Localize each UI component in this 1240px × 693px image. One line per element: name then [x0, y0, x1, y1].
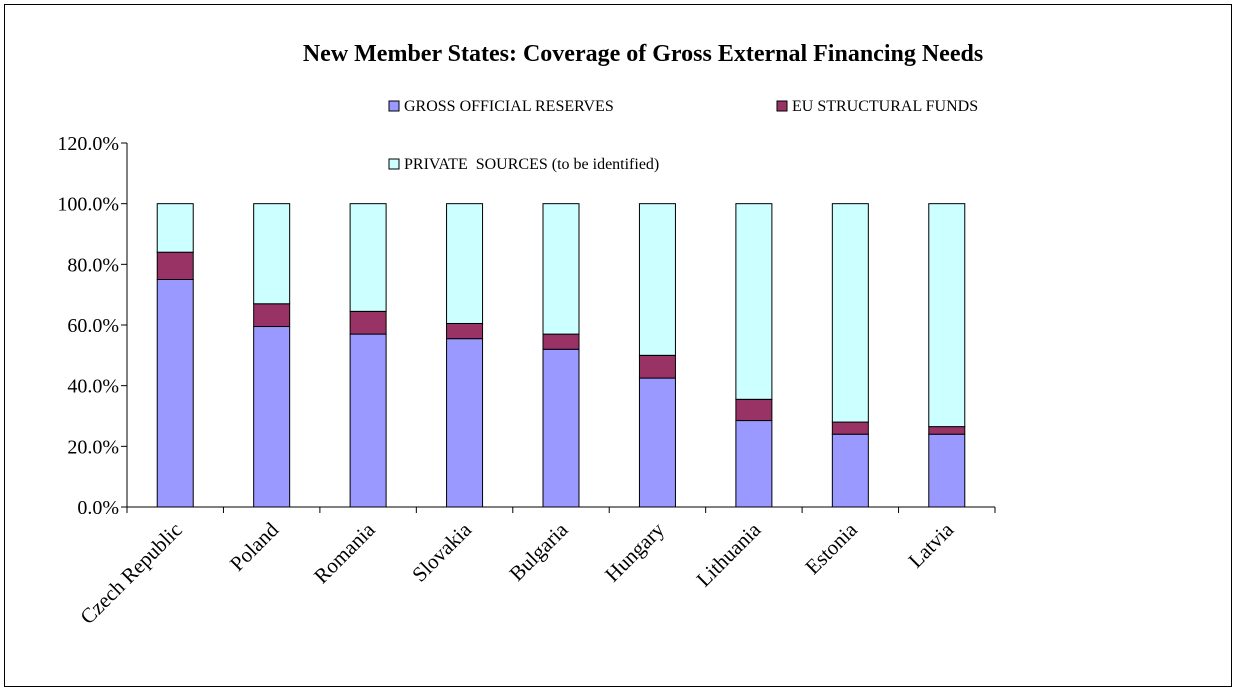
- bar-segment: [542, 203, 580, 335]
- bar-segment: [156, 251, 194, 280]
- bar-segment: [638, 203, 676, 356]
- bar-segment: [253, 203, 291, 305]
- y-tick-label: 20.0%: [67, 436, 119, 458]
- bar-segment: [928, 433, 966, 508]
- y-tick-label: 60.0%: [67, 315, 119, 337]
- y-tick-label: 100.0%: [57, 194, 119, 216]
- bar-segment: [349, 333, 387, 508]
- legend-item-private: PRIVATE SOURCES (to be identified): [388, 156, 659, 173]
- bar-segment: [446, 203, 484, 324]
- bar-segment: [831, 203, 869, 423]
- bar-segment: [156, 203, 194, 253]
- x-tick-label: Estonia: [800, 517, 862, 579]
- legend-label-private: PRIVATE SOURCES (to be identified): [404, 156, 659, 173]
- x-axis: Czech Republic Poland Romania Slovakia Bulga…: [75, 506, 996, 629]
- y-tick-label: 120.0%: [57, 133, 119, 155]
- bar-segment: [638, 377, 676, 508]
- legend-swatch-reserves: [388, 100, 400, 112]
- bar-segment: [542, 348, 580, 508]
- x-tick-label: Poland: [225, 517, 284, 576]
- x-tick-label: Bulgaria: [504, 517, 573, 586]
- y-tick-label: 80.0%: [67, 254, 119, 276]
- x-tick-label: Romania: [309, 517, 380, 588]
- y-tick-label: 40.0%: [67, 376, 119, 398]
- legend-item-eu-funds: EU STRUCTURAL FUNDS: [776, 98, 978, 115]
- bar-segment: [638, 354, 676, 379]
- chart-frame: New Member States: Coverage of Gross Ext…: [4, 4, 1232, 687]
- bar-segment: [156, 279, 194, 508]
- bar-segment: [928, 203, 966, 428]
- y-tick-label: 0.0%: [77, 497, 119, 519]
- legend-swatch-eu-funds: [776, 100, 788, 112]
- bar-segment: [253, 326, 291, 508]
- bar-segment: [349, 310, 387, 335]
- x-tick-label: Latvia: [903, 517, 958, 572]
- x-tick-label: Lithuania: [692, 517, 766, 591]
- chart-canvas: New Member States: Coverage of Gross Ext…: [57, 41, 996, 629]
- bar-segment: [735, 398, 773, 422]
- bar-segment: [735, 420, 773, 508]
- legend: GROSS OFFICIAL RESERVES EU STRUCTURAL FU…: [388, 98, 978, 173]
- bar-segment: [349, 203, 387, 312]
- bars: [156, 203, 966, 508]
- legend-item-reserves: GROSS OFFICIAL RESERVES: [388, 98, 614, 115]
- legend-swatch-private: [388, 158, 400, 170]
- x-tick-label: Czech Republic: [75, 518, 186, 629]
- legend-label-eu-funds: EU STRUCTURAL FUNDS: [792, 98, 978, 115]
- bar-segment: [831, 433, 869, 508]
- x-tick-label: Slovakia: [407, 517, 476, 586]
- bar-segment: [446, 338, 484, 508]
- bar-segment: [735, 203, 773, 400]
- bar-segment: [446, 322, 484, 340]
- bar-segment: [253, 303, 291, 328]
- bar-segment: [928, 426, 966, 435]
- y-axis: 0.0% 20.0% 40.0% 60.0% 80.0% 100.0% 120.0%: [57, 133, 128, 519]
- legend-label-reserves: GROSS OFFICIAL RESERVES: [404, 98, 614, 115]
- bar-segment: [831, 421, 869, 435]
- bar-segment: [542, 333, 580, 350]
- chart-title: New Member States: Coverage of Gross Ext…: [303, 41, 983, 67]
- x-tick-label: Hungary: [600, 517, 669, 586]
